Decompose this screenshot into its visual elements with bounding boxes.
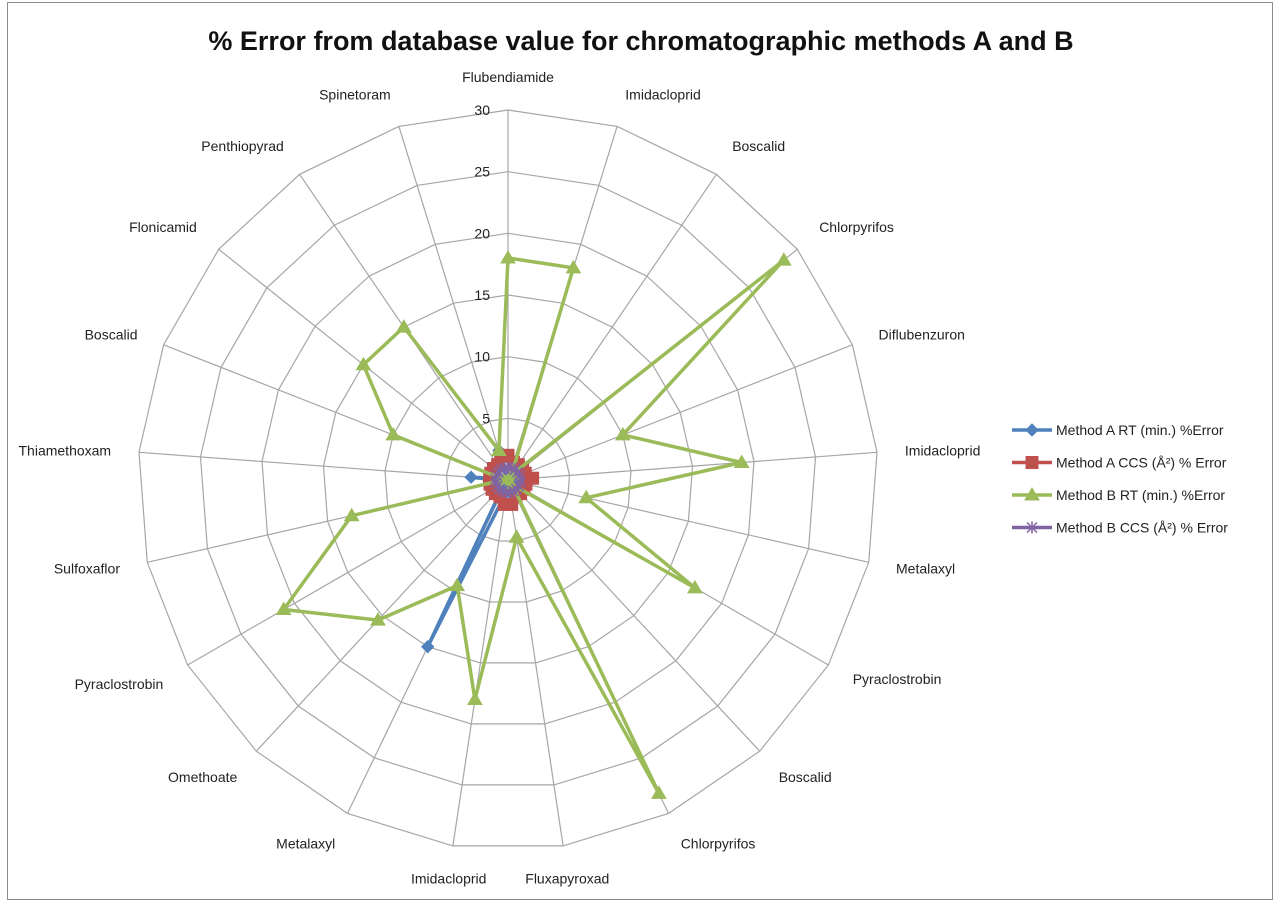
category-label: Imidacloprid [905, 442, 980, 458]
data-point [651, 785, 667, 799]
category-label: Penthiopyrad [201, 138, 284, 154]
legend: Method A RT (min.) %Error Method A CCS (Å… [1012, 422, 1228, 536]
category-label: Chlorpyrifos [819, 219, 894, 235]
data-point [395, 319, 412, 333]
legend-item: Method B CCS (Å²) % Error [1012, 520, 1228, 536]
category-label: Flonicamid [129, 219, 197, 235]
category-label: Metalaxyl [896, 561, 955, 577]
series-layer [275, 250, 792, 799]
category-label: Imidacloprid [411, 871, 486, 887]
legend-item: Method A RT (min.) %Error [1012, 422, 1224, 438]
category-label: Boscalid [779, 769, 832, 785]
data-point [449, 577, 466, 592]
data-point [491, 442, 507, 456]
category-label: Boscalid [85, 327, 138, 343]
grid-spoke [507, 344, 853, 481]
data-point [565, 259, 582, 274]
category-label: Pyraclostrobin [75, 676, 164, 692]
grid-spoke [452, 479, 509, 846]
category-label: Thiamethoxam [19, 442, 112, 458]
data-point [464, 470, 478, 484]
category-label: Pyraclostrobin [853, 671, 942, 687]
grid-spoke [398, 126, 509, 481]
category-label: Flubendiamide [462, 69, 554, 85]
data-point [614, 426, 631, 441]
category-label: Fluxapyroxad [525, 871, 609, 887]
grid-ring [445, 417, 571, 542]
data-point [467, 691, 483, 705]
data-point [343, 507, 360, 522]
legend-marker [1026, 521, 1038, 534]
legend-item: Method A CCS (Å²) % Error [1012, 455, 1227, 471]
tick-label: 5 [482, 410, 490, 426]
grid-ring [138, 109, 878, 847]
data-point [578, 489, 595, 504]
legend-label: Method B CCS (Å²) % Error [1056, 520, 1228, 536]
data-point [370, 612, 386, 626]
grid-ring [199, 171, 817, 786]
series-line [281, 256, 786, 796]
data-point [500, 250, 516, 264]
category-label: Spinetoram [319, 87, 391, 103]
category-label: Boscalid [732, 138, 785, 154]
data-point [420, 639, 435, 654]
category-labels: Flubendiamide Imidacloprid Boscalid Chlorpy… [19, 69, 981, 887]
grid-ring [261, 232, 755, 725]
legend-marker [1025, 423, 1039, 437]
category-label: Sulfoxaflor [54, 561, 120, 577]
tick-label: 30 [474, 102, 490, 118]
grid-ring [384, 356, 632, 603]
data-point [508, 529, 525, 543]
series-3 [275, 250, 792, 799]
data-point [275, 601, 292, 615]
grid-spoke [138, 451, 509, 481]
grid-spoke [507, 451, 878, 481]
tick-label: 10 [474, 349, 490, 365]
category-label: Imidacloprid [625, 87, 700, 103]
legend-label: Method B RT (min.) %Error [1056, 487, 1225, 503]
legend-marker [1025, 456, 1039, 469]
data-point [687, 579, 703, 594]
data-point [498, 462, 510, 475]
category-label: Omethoate [168, 769, 237, 785]
grid-spoke [255, 479, 509, 752]
tick-label: 25 [474, 164, 490, 180]
data-point [733, 454, 750, 468]
series-4 [490, 461, 526, 499]
data-point [355, 356, 372, 371]
grid-spoke [507, 479, 869, 563]
category-label: Diflubenzuron [879, 327, 965, 343]
chart-title: % Error from database value for chromato… [208, 26, 1073, 56]
legend-label: Method A CCS (Å²) % Error [1056, 455, 1227, 471]
category-label: Chlorpyrifos [681, 836, 756, 852]
tick-label: 15 [474, 287, 490, 303]
grid-spoke [507, 479, 761, 752]
data-point [385, 426, 402, 441]
grid-spoke [187, 479, 509, 666]
data-point [775, 252, 792, 266]
legend-label: Method A RT (min.) %Error [1056, 422, 1224, 438]
legend-item: Method B RT (min.) %Error [1012, 487, 1225, 503]
legend-marker [1024, 487, 1040, 501]
tick-label: 20 [474, 225, 490, 241]
grid-spoke [507, 173, 717, 481]
category-label: Metalaxyl [276, 836, 335, 852]
